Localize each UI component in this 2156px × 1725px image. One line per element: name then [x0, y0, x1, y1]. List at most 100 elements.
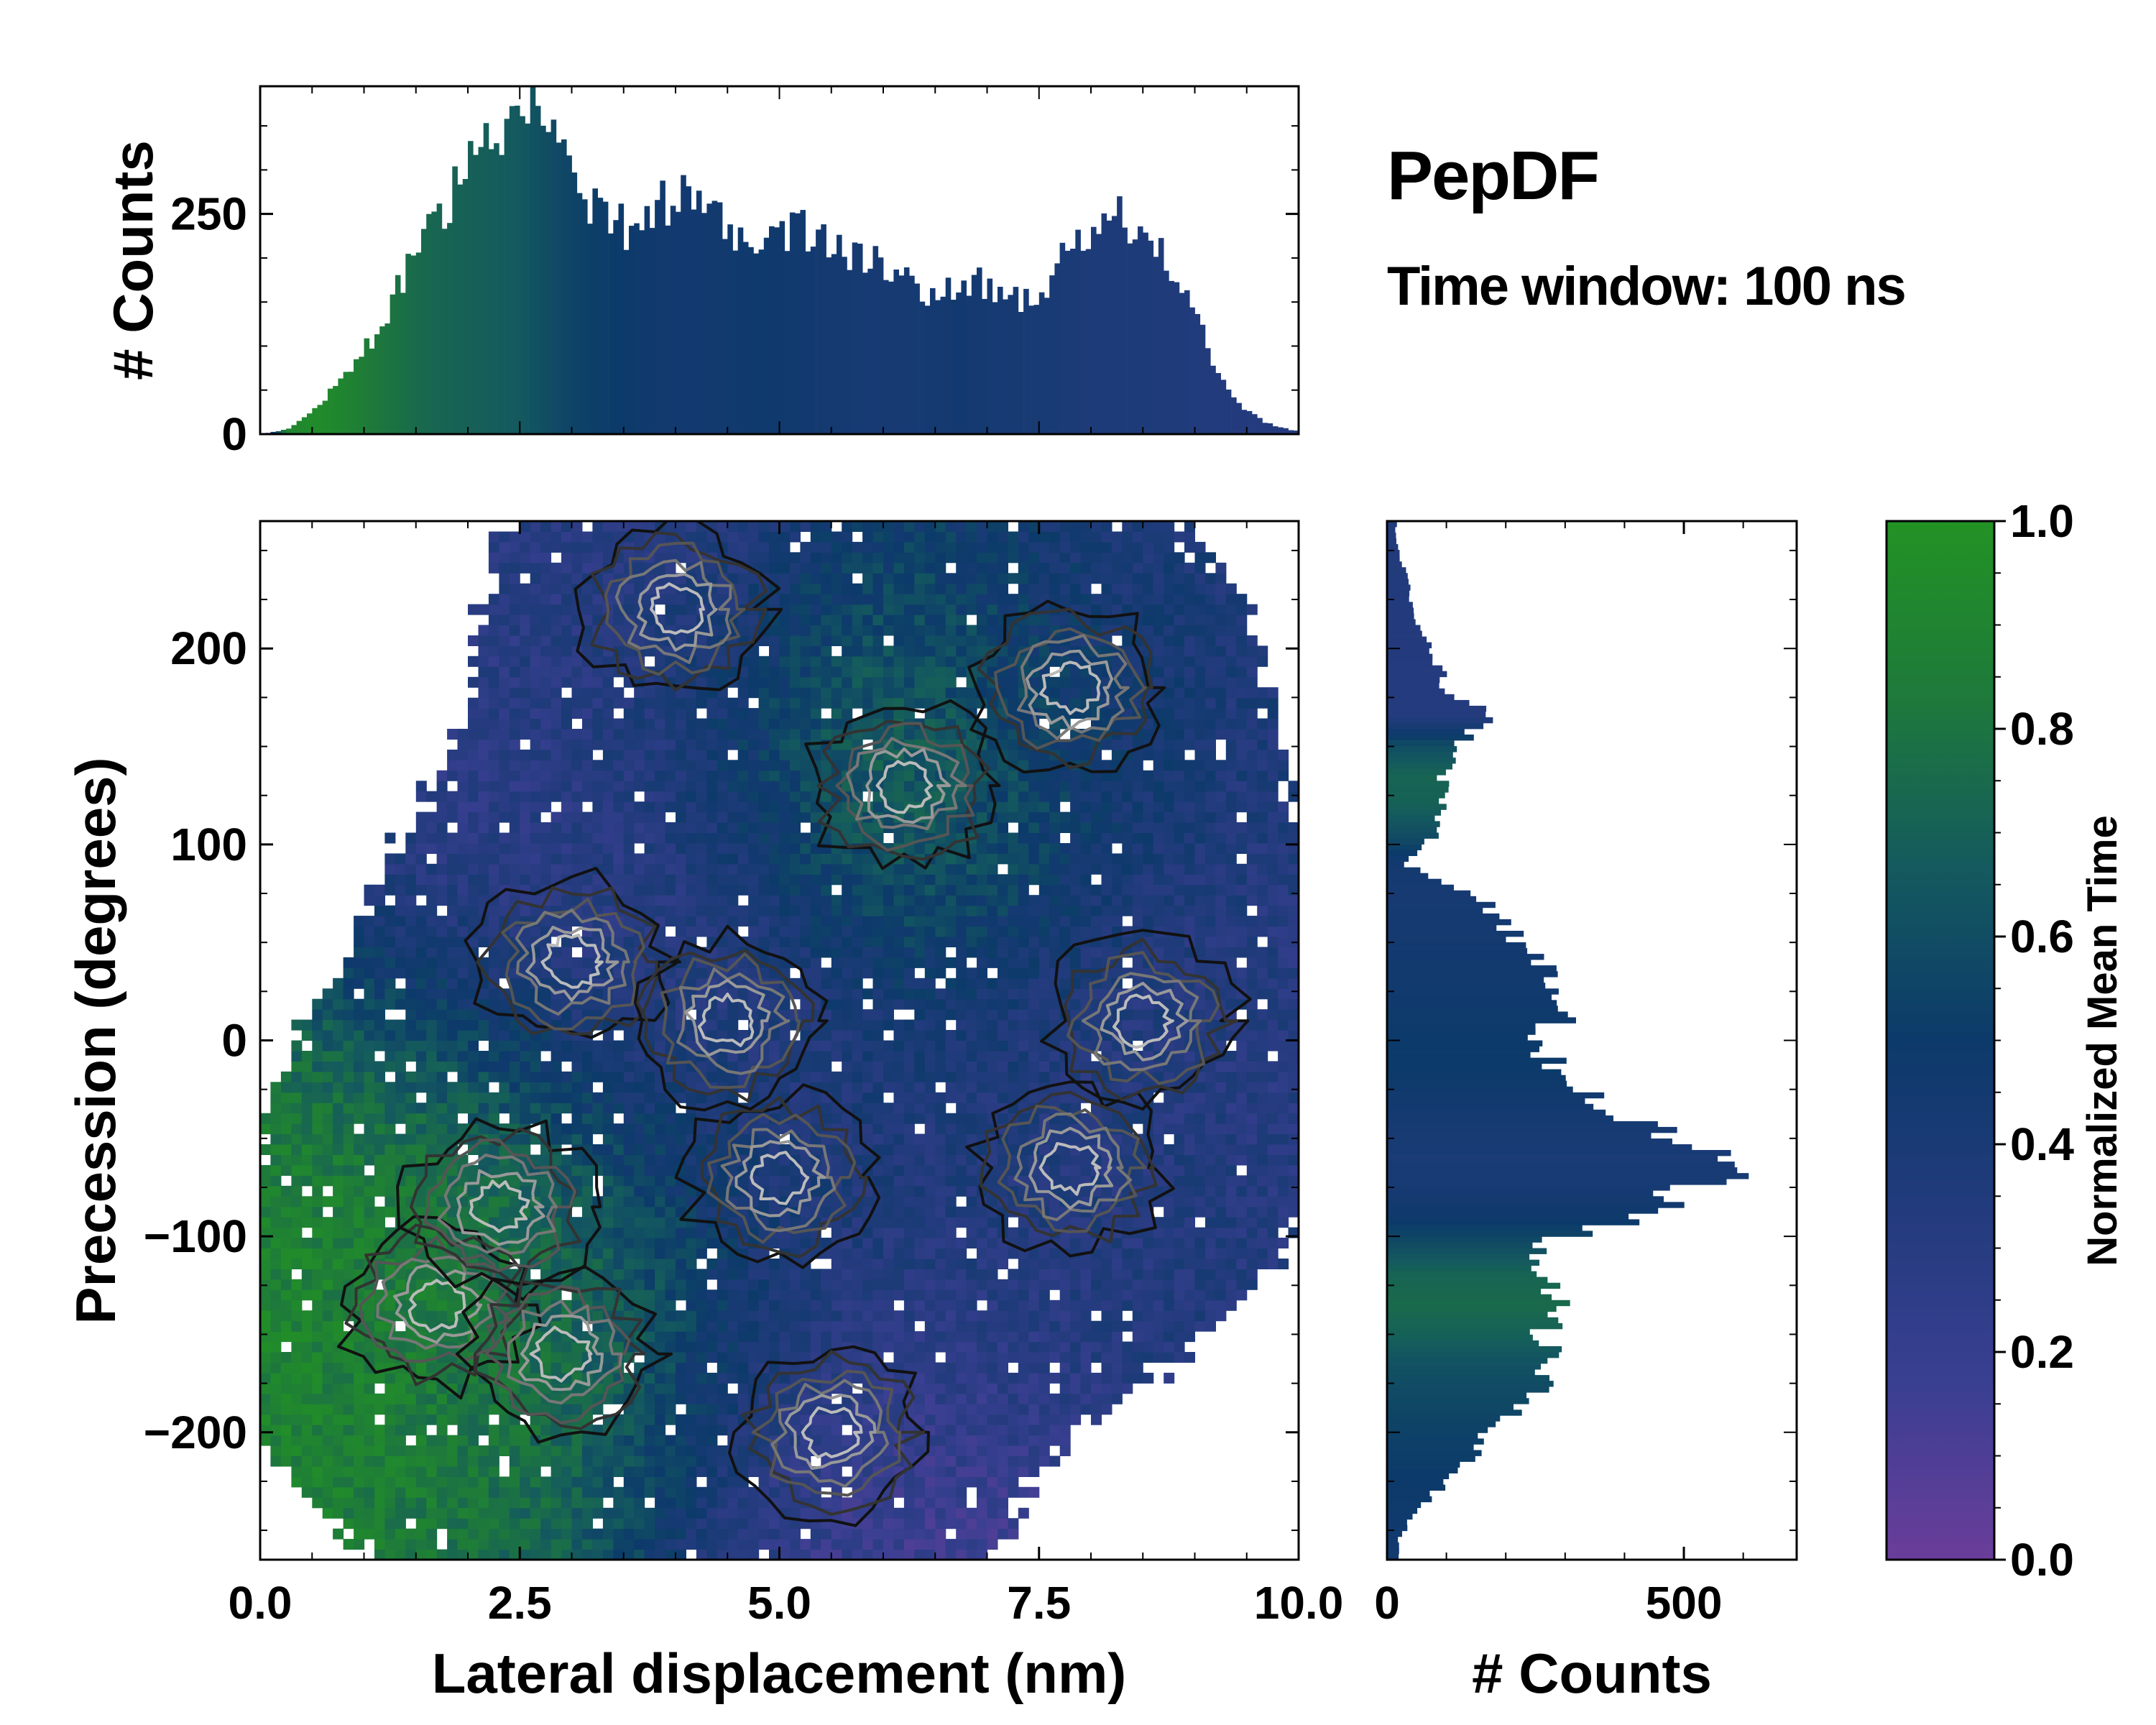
heatmap-cell — [1008, 1082, 1019, 1093]
heatmap-cell — [488, 1019, 499, 1031]
heatmap-cell — [717, 1528, 728, 1540]
heatmap-cell — [1111, 1051, 1123, 1062]
heatmap-cell — [322, 1320, 333, 1332]
heatmap-cell — [374, 1154, 385, 1166]
heatmap-cell — [966, 1019, 977, 1031]
heatmap-cell — [478, 1051, 489, 1062]
heatmap-cell — [1246, 1279, 1258, 1290]
heatmap-cell — [872, 1289, 884, 1301]
heatmap-cell — [831, 1227, 842, 1238]
heatmap-cell — [280, 1227, 292, 1238]
heatmap-cell — [354, 1341, 365, 1353]
heatmap-cell — [1080, 1185, 1092, 1197]
heatmap-cell — [540, 1009, 552, 1021]
heatmap-cell — [727, 1248, 739, 1259]
heatmap-cell — [998, 1248, 1008, 1259]
heatmap-cell — [301, 1331, 313, 1343]
heatmap-cell — [717, 1445, 728, 1456]
heatmap-cell — [1225, 1206, 1237, 1218]
heatmap-cell — [343, 1362, 354, 1374]
heatmap-cell — [924, 1196, 936, 1208]
heatmap-cell — [977, 1497, 987, 1509]
heatmap-cell — [478, 1539, 489, 1550]
heatmap-cell — [520, 1497, 531, 1509]
heatmap-cell — [395, 1248, 406, 1259]
heatmap-cell — [831, 1154, 842, 1166]
heatmap-cell — [260, 1425, 271, 1436]
heatmap-cell — [634, 1497, 645, 1509]
heatmap-cell — [1080, 1331, 1092, 1343]
heatmap-cell — [1215, 1123, 1227, 1135]
heatmap-cell — [343, 1154, 354, 1166]
heatmap-cell — [696, 1404, 707, 1415]
heatmap-cell — [987, 957, 998, 968]
heatmap-cell — [384, 967, 396, 979]
heatmap-cell — [530, 1404, 541, 1415]
heatmap-cell — [748, 1341, 760, 1353]
heatmap-cell — [903, 1507, 915, 1519]
heatmap-cell — [966, 1040, 977, 1052]
heatmap-cell — [395, 967, 406, 979]
heatmap-cell — [977, 1009, 987, 1021]
heatmap-cell — [374, 1164, 385, 1176]
heatmap-cell — [1267, 967, 1279, 979]
heatmap-cell — [696, 1269, 707, 1280]
heatmap-cell — [676, 1279, 686, 1290]
heatmap-cell — [1018, 1071, 1029, 1082]
heatmap-cell — [426, 1030, 438, 1041]
heatmap-cell — [1215, 1269, 1227, 1280]
heatmap-cell — [790, 1051, 801, 1062]
heatmap-cell — [1038, 1362, 1050, 1374]
heatmap-cell — [903, 957, 915, 968]
heatmap-cell — [779, 1217, 791, 1228]
heatmap-cell — [935, 1455, 946, 1467]
heatmap-cell — [530, 1539, 541, 1550]
heatmap-cell — [1184, 1289, 1195, 1301]
heatmap-cell — [415, 1030, 427, 1041]
heatmap-cell — [1225, 1217, 1237, 1228]
heatmap-cell — [852, 1082, 863, 1093]
heatmap-cell — [696, 1414, 707, 1425]
heatmap-cell — [415, 1476, 427, 1488]
heatmap-cell — [914, 1393, 926, 1404]
heatmap-cell — [1153, 1269, 1164, 1280]
heatmap-cell — [602, 1528, 614, 1540]
heatmap-cell — [977, 1372, 987, 1384]
heatmap-cell — [676, 1071, 686, 1082]
heatmap-cell — [914, 1269, 926, 1280]
heatmap-cell — [800, 1300, 811, 1311]
heatmap-cell — [634, 1103, 645, 1114]
heatmap-cell — [987, 1425, 998, 1436]
heatmap-cell — [1028, 1341, 1040, 1353]
heatmap-cell — [436, 1425, 448, 1436]
heatmap-cell — [872, 1061, 884, 1072]
heatmap-cell — [322, 1217, 333, 1228]
heatmap-cell — [1236, 1248, 1248, 1259]
heatmap-cell — [561, 1154, 572, 1166]
heatmap-cell — [665, 1383, 676, 1394]
heatmap-cell — [436, 1404, 448, 1415]
heatmap-cell — [945, 1175, 957, 1187]
heatmap-cell — [696, 1341, 707, 1353]
heatmap-cell — [665, 978, 676, 989]
heatmap-cell — [322, 1238, 333, 1248]
heatmap-cell — [790, 1539, 801, 1550]
heatmap-cell — [1018, 988, 1029, 1000]
heatmap-cell — [1215, 1103, 1227, 1114]
heatmap-cell — [987, 1341, 998, 1353]
heatmap-cell — [924, 1092, 936, 1103]
heatmap-cell — [1174, 1217, 1185, 1228]
heatmap-cell — [1038, 1414, 1050, 1425]
heatmap-cell — [457, 1435, 469, 1446]
heatmap-cell — [457, 1518, 469, 1530]
heatmap-cell — [956, 1289, 967, 1301]
heatmap-cell — [634, 1414, 645, 1425]
heatmap-cell — [956, 1051, 967, 1062]
heatmap-cell — [852, 1455, 863, 1467]
heatmap-cell — [1174, 1164, 1185, 1176]
heatmap-cell — [301, 1486, 313, 1498]
heatmap-cell — [312, 1310, 323, 1322]
heatmap-cell — [322, 1269, 333, 1280]
heatmap-cell — [1225, 1103, 1237, 1114]
heatmap-cell — [998, 967, 1008, 979]
